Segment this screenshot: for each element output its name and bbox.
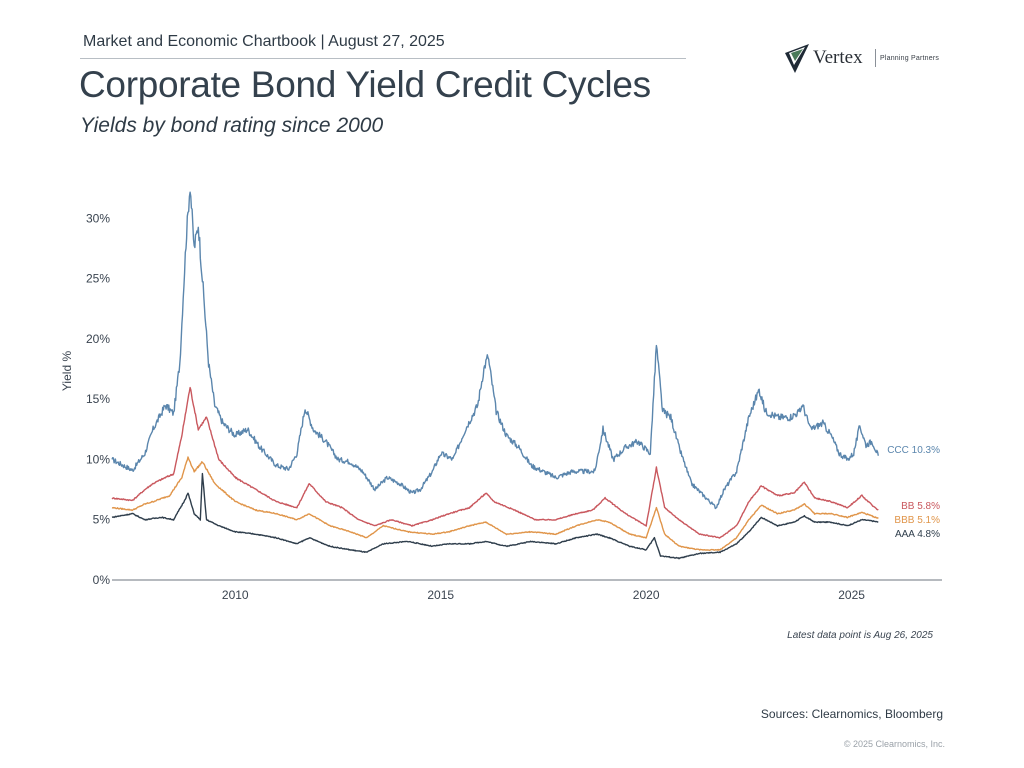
logo-wordmark: Vertex — [813, 47, 863, 68]
y-tick-label: 0% — [93, 573, 111, 587]
vertex-logo: Vertex Planning Partners — [783, 41, 943, 75]
series-line-bb — [111, 386, 879, 539]
x-tick-label: 2015 — [427, 588, 454, 602]
header-divider — [80, 58, 686, 59]
y-tick-label: 25% — [86, 272, 110, 286]
logo-divider — [875, 49, 876, 67]
series-line-aaa — [111, 472, 879, 560]
y-tick-label: 5% — [93, 513, 111, 527]
series-end-label-bb: BB 5.8% — [901, 501, 940, 512]
series-line-bbb — [111, 456, 879, 551]
x-tick-label: 2020 — [633, 588, 660, 602]
y-tick-label: 15% — [86, 392, 110, 406]
x-tick-label: 2025 — [838, 588, 865, 602]
x-tick-label: 2010 — [222, 588, 249, 602]
y-axis-label: Yield % — [60, 351, 74, 392]
copyright-text: © 2025 Clearnomics, Inc. — [843, 739, 945, 749]
series-end-label-ccc: CCC 10.3% — [887, 445, 940, 456]
chartbook-kicker: Market and Economic Chartbook | August 2… — [83, 33, 445, 50]
page-subtitle: Yields by bond rating since 2000 — [80, 114, 384, 137]
y-tick-label: 20% — [86, 332, 110, 346]
series-end-label-aaa: AAA 4.8% — [895, 529, 940, 540]
logo-tagline: Planning Partners — [880, 55, 940, 62]
series-line-ccc — [111, 191, 879, 510]
series-end-label-bbb: BBB 5.1% — [894, 515, 940, 526]
y-tick-label: 10% — [86, 452, 110, 466]
sources-text: Sources: Clearnomics, Bloomberg — [760, 707, 943, 721]
y-tick-label: 30% — [86, 211, 110, 225]
page-title: Corporate Bond Yield Credit Cycles — [79, 64, 651, 105]
vertex-logo-mark-icon — [785, 44, 809, 73]
latest-data-note: Latest data point is Aug 26, 2025 — [787, 630, 933, 641]
